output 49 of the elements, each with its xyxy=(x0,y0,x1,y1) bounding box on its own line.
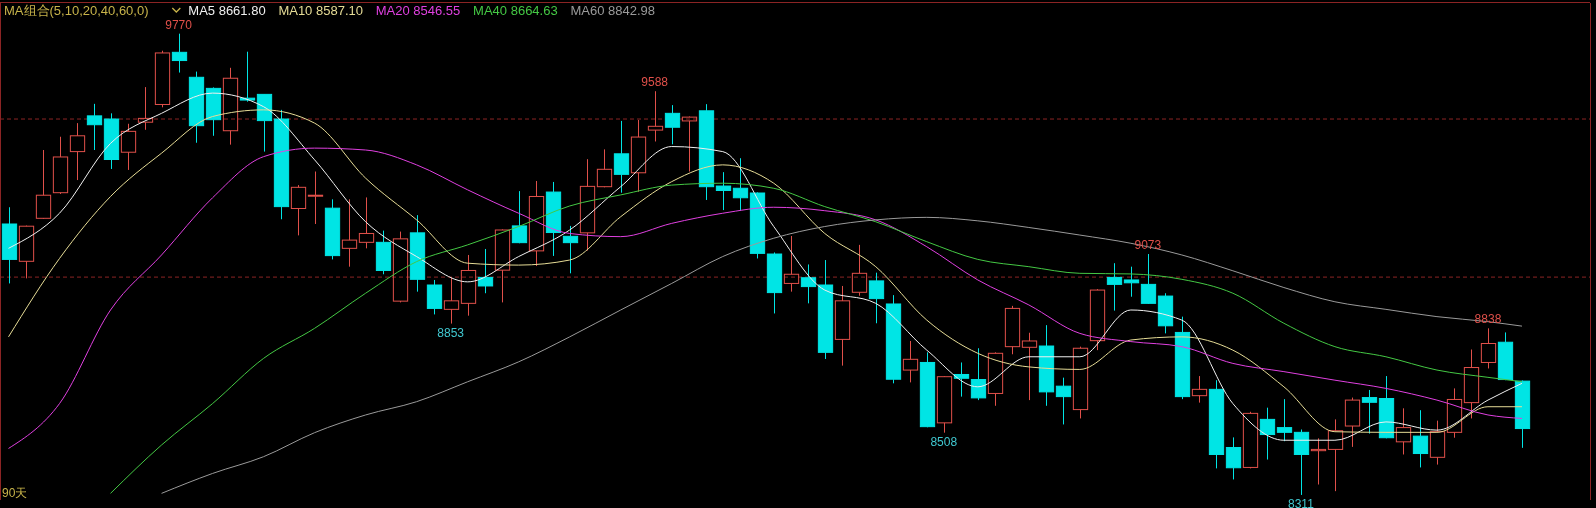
candlestick xyxy=(1,206,18,284)
candlestick xyxy=(69,122,86,181)
candlestick xyxy=(1106,262,1123,312)
candlestick xyxy=(1395,407,1412,455)
candlestick xyxy=(205,87,222,137)
candlestick xyxy=(902,340,919,383)
candlestick xyxy=(222,67,239,146)
candlestick xyxy=(443,276,460,325)
candlestick xyxy=(630,119,647,193)
text: MA40 8664.63 xyxy=(473,3,558,18)
annotation: 8853 xyxy=(437,325,465,340)
candlestick xyxy=(290,184,307,236)
candlestick xyxy=(52,136,69,194)
annotation: 9073 xyxy=(1134,238,1162,253)
candlestick xyxy=(987,352,1004,407)
text: MA10 8587.10 xyxy=(278,3,363,18)
candlestick xyxy=(851,244,868,297)
candlestick xyxy=(341,198,358,268)
candlestick xyxy=(647,90,664,142)
candlestick xyxy=(1038,324,1055,407)
candlestick xyxy=(1191,375,1208,404)
candlestick xyxy=(1293,429,1310,496)
annotation: 9770 xyxy=(165,17,193,32)
candlestick xyxy=(1412,409,1429,468)
candlestick xyxy=(171,33,188,74)
candlestick xyxy=(1327,418,1344,492)
candlestick xyxy=(86,103,103,151)
candlestick xyxy=(307,171,324,225)
candlestick xyxy=(545,181,562,257)
candlestick xyxy=(1259,407,1276,461)
candlestick xyxy=(1225,436,1242,480)
candlestick xyxy=(1208,379,1225,469)
candlestick xyxy=(732,157,749,212)
text: MA20 8546.55 xyxy=(375,3,461,18)
candlestick xyxy=(664,104,681,145)
annotation: 9588 xyxy=(641,75,669,90)
candlestick xyxy=(1310,437,1327,486)
annotation: 90天 xyxy=(2,486,28,500)
candlestick xyxy=(460,254,477,317)
candlestick xyxy=(783,235,800,293)
annotation: 8508 xyxy=(930,434,958,449)
chart-title: MA组合(5,10,20,40,60,0) xyxy=(4,3,149,18)
candlestick xyxy=(1446,387,1463,439)
annotation: 8838 xyxy=(1474,312,1502,327)
candlestick xyxy=(613,120,630,194)
candlestick xyxy=(953,361,970,398)
text: MA60 8842.98 xyxy=(570,3,656,18)
text: MA5 8661.80 xyxy=(188,3,266,18)
annotation: 8311 xyxy=(1288,496,1315,508)
